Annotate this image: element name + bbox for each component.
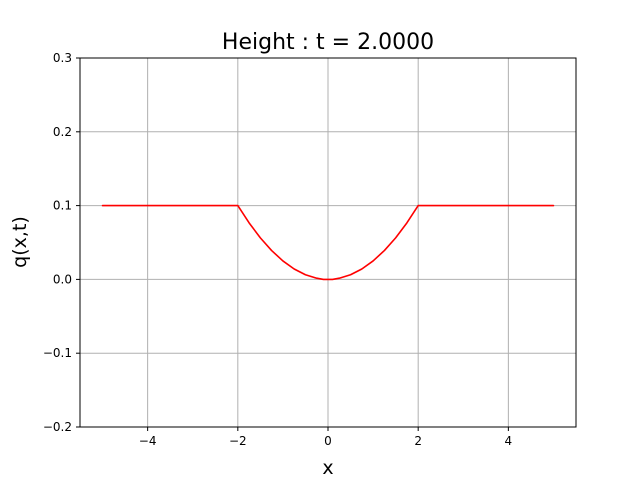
chart-title: Height : t = 2.0000 — [222, 30, 434, 55]
y-tick-label: −0.2 — [43, 420, 72, 434]
x-tick-label: 2 — [414, 434, 422, 448]
y-tick-label: 0.0 — [53, 272, 72, 286]
x-tick-label: −2 — [229, 434, 247, 448]
y-tick-label: 0.1 — [53, 199, 72, 213]
y-tick-label: −0.1 — [43, 346, 72, 360]
x-axis-ticks: −4 −2 0 2 4 — [139, 427, 512, 448]
y-tick-label: 0.3 — [53, 51, 72, 65]
series-layer — [101, 204, 555, 281]
x-tick-label: 0 — [324, 434, 332, 448]
x-tick-label: 4 — [505, 434, 513, 448]
y-axis-ticks: −0.2 −0.1 0.0 0.1 0.2 0.3 — [43, 51, 80, 434]
series-line — [101, 204, 555, 281]
y-axis-label: q(x,t) — [9, 216, 31, 268]
x-axis-label: x — [322, 457, 333, 479]
x-tick-label: −4 — [139, 434, 157, 448]
y-tick-label: 0.2 — [53, 125, 72, 139]
